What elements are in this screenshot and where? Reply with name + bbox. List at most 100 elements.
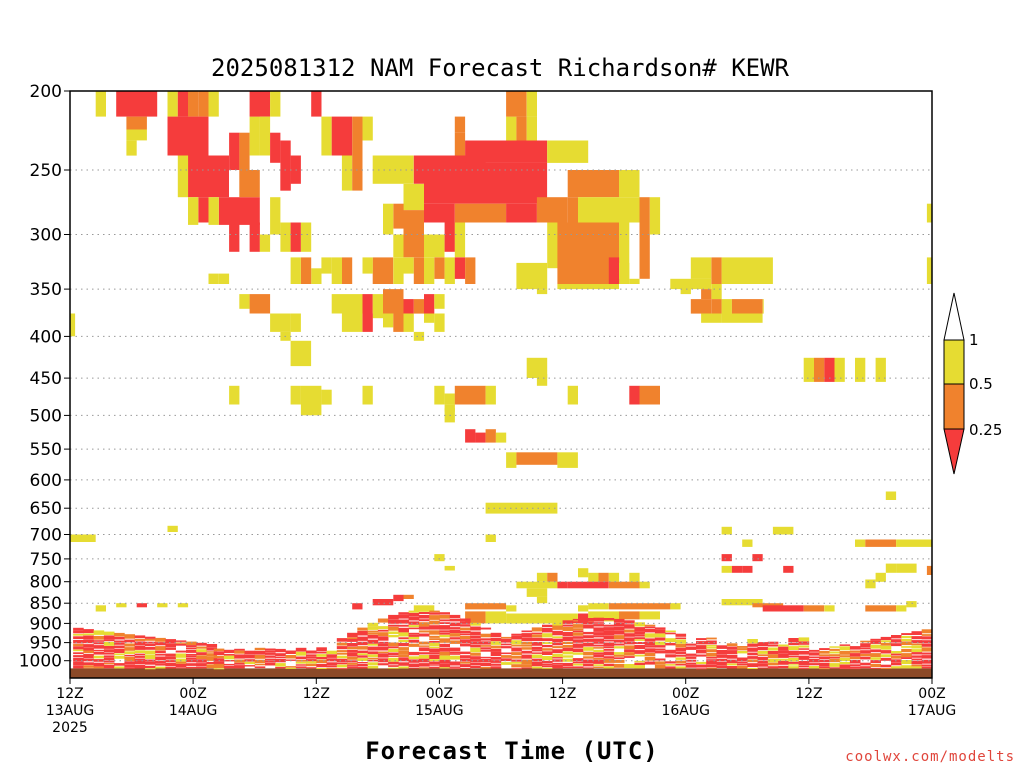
ri-stripe [675, 643, 687, 648]
ri-cell [383, 289, 404, 314]
ri-stripe [829, 667, 840, 669]
ri-stripe [103, 641, 115, 646]
ri-stripe [408, 651, 420, 656]
ri-stripe [706, 637, 717, 640]
ri-stripe [144, 641, 156, 644]
ri-cell [598, 572, 609, 582]
ri-stripe [316, 659, 327, 664]
ri-stripe [880, 664, 892, 668]
ri-cell [639, 197, 650, 235]
ri-cell [362, 116, 373, 141]
x-tick-label: 16AUG [661, 703, 710, 719]
ri-stripe [213, 648, 225, 652]
ri-stripe [234, 650, 245, 654]
ri-stripe [175, 642, 187, 644]
ri-stripe [644, 661, 656, 665]
ri-stripe [155, 656, 166, 660]
ri-stripe [83, 662, 94, 665]
ri-stripe [408, 616, 420, 621]
ri-stripe [696, 668, 707, 670]
ri-cell [424, 313, 435, 323]
ri-cell [372, 599, 383, 606]
x-axis-label: Forecast Time (UTC) [365, 737, 659, 765]
ri-stripe [675, 666, 687, 669]
ri-stripe [265, 660, 276, 663]
ri-cell [578, 605, 589, 612]
ri-stripe [613, 643, 625, 646]
ri-stripe [367, 654, 379, 658]
ri-stripe [480, 658, 492, 662]
ri-stripe [114, 663, 125, 666]
ri-stripe [254, 655, 266, 659]
y-tick-label: 800 [30, 573, 62, 593]
ri-stripe [593, 659, 604, 664]
ri-stripe [460, 639, 471, 644]
ri-stripe [706, 665, 717, 668]
ri-stripe [583, 667, 594, 669]
ri-cell [588, 603, 609, 610]
ri-stripe [449, 619, 461, 622]
ri-stripe [144, 665, 156, 668]
ri-stripe [654, 645, 666, 648]
ri-stripe [367, 639, 379, 644]
ri-stripe [377, 663, 389, 666]
ri-cell [454, 116, 466, 133]
ri-cell [536, 289, 548, 295]
ri-stripe [316, 647, 327, 652]
ri-stripe [124, 639, 135, 643]
ri-stripe [911, 666, 923, 669]
ri-stripe [144, 638, 156, 641]
ri-stripe [439, 647, 450, 652]
ri-cell [208, 197, 219, 225]
ri-stripe [788, 646, 799, 650]
ri-stripe [223, 665, 235, 669]
ri-stripe [326, 662, 338, 666]
ri-stripe [347, 649, 358, 653]
ri-cell [116, 91, 158, 117]
ri-stripe [726, 666, 738, 669]
ri-cell [454, 222, 466, 258]
ri-cell [70, 534, 96, 542]
ri-cell [403, 210, 424, 235]
ri-stripe [480, 633, 492, 638]
ri-stripe [449, 655, 461, 660]
ri-stripe [860, 640, 871, 643]
ri-cell [290, 340, 312, 367]
ri-cell [341, 313, 363, 332]
ri-stripe [737, 648, 748, 651]
ri-stripe [155, 660, 166, 664]
y-tick-label: 950 [30, 634, 62, 654]
ri-stripe [186, 657, 197, 660]
ri-stripe [439, 663, 450, 668]
ri-stripe [175, 644, 187, 646]
ri-cell [762, 605, 804, 612]
ri-stripe [408, 656, 420, 660]
ri-stripe [470, 659, 481, 663]
ri-stripe [144, 668, 156, 670]
ri-stripe [103, 635, 115, 640]
credit-link[interactable]: coolwx.com/modelts [845, 749, 1015, 765]
ri-stripe [429, 664, 440, 666]
ri-stripe [542, 660, 553, 664]
x-tick-label: 00Z [426, 686, 453, 702]
ri-stripe [254, 663, 266, 666]
ri-stripe [521, 650, 533, 654]
ri-stripe [685, 656, 697, 659]
ri-stripe [613, 639, 625, 643]
ri-stripe [213, 658, 225, 661]
ri-stripe [675, 633, 687, 637]
ri-stripe [860, 653, 871, 657]
ri-cell [701, 313, 722, 323]
ri-stripe [213, 661, 225, 664]
ri-stripe [186, 655, 197, 658]
ri-cell [814, 357, 825, 382]
ri-stripe [911, 652, 923, 655]
ri-cell [875, 572, 886, 582]
ri-stripe [244, 661, 256, 665]
ri-stripe [186, 645, 197, 648]
ri-cell [506, 91, 527, 117]
ri-stripe [73, 633, 84, 636]
legend-label-0.25: 0.25 [969, 421, 1002, 439]
ri-stripe [155, 642, 166, 646]
ri-cell [670, 278, 712, 290]
